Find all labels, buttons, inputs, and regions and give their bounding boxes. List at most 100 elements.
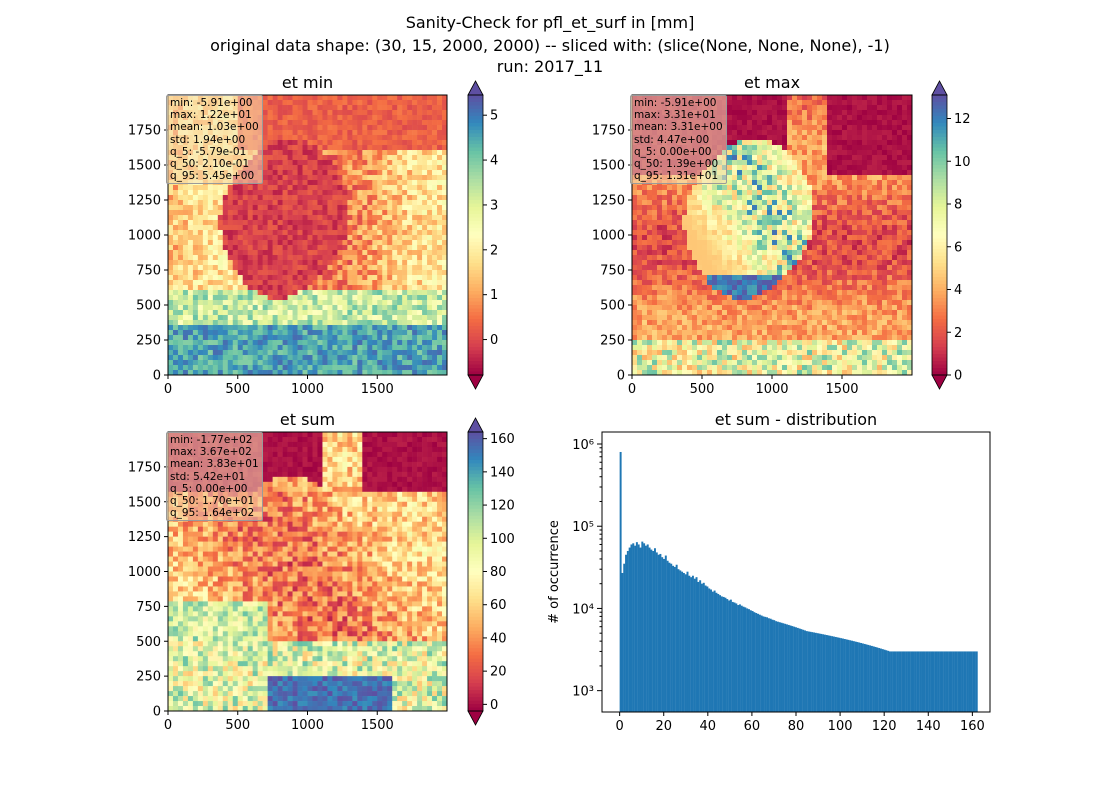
heatmap-cell xyxy=(172,350,179,356)
heatmap-cell xyxy=(782,335,788,341)
heatmap-cell xyxy=(252,315,258,321)
heatmap-cell xyxy=(732,175,738,181)
heatmap-cell xyxy=(202,345,209,351)
heatmap-cell xyxy=(387,290,393,296)
heatmap-cell xyxy=(367,205,373,211)
heatmap-cell xyxy=(697,210,703,216)
heatmap-cell xyxy=(767,220,773,226)
heatmap-cell xyxy=(297,350,303,356)
heatmap-cell xyxy=(762,295,768,301)
heatmap-cell xyxy=(722,360,728,366)
heatmap-cell xyxy=(442,170,448,176)
heatmap-cell xyxy=(677,265,683,271)
heatmap-cell xyxy=(712,330,718,336)
heatmap-cell xyxy=(367,220,373,226)
heatmap-cell xyxy=(442,340,448,346)
heatmap-cell xyxy=(682,190,688,196)
heatmap-cell xyxy=(317,325,323,331)
heatmap-cell xyxy=(437,125,443,131)
heatmap-cell xyxy=(337,105,343,111)
heatmap-cell xyxy=(317,195,323,201)
heatmap-cell xyxy=(287,235,293,241)
heatmap-cell xyxy=(442,270,448,276)
heatmap-cell xyxy=(312,145,318,151)
heatmap-cell xyxy=(742,125,748,131)
heatmap-cell xyxy=(442,100,448,106)
heatmap-cell xyxy=(177,250,184,256)
heatmap-cell xyxy=(172,305,179,311)
heatmap-cell xyxy=(422,95,428,101)
heatmap-cell xyxy=(312,205,318,211)
heatmap-cell xyxy=(377,265,383,271)
heatmap-cell xyxy=(422,330,428,336)
heatmap-cell xyxy=(412,345,418,351)
heatmap-cell xyxy=(397,190,403,196)
heatmap-cell xyxy=(762,275,768,281)
heatmap-cell xyxy=(267,100,273,106)
colorbar-segment xyxy=(468,238,483,243)
heatmap-cell xyxy=(297,95,303,101)
heatmap-cell xyxy=(767,295,773,301)
heatmap-cell xyxy=(777,125,783,131)
heatmap-cell xyxy=(227,300,234,306)
heatmap-cell xyxy=(262,130,268,136)
heatmap-cell xyxy=(752,125,758,131)
heatmap-cell xyxy=(377,180,383,186)
heatmap-cell xyxy=(722,195,728,201)
heatmap-cell xyxy=(397,370,403,376)
heatmap-cell xyxy=(722,270,728,276)
heatmap-cell xyxy=(182,220,189,226)
heatmap-cell xyxy=(257,325,263,331)
heatmap-cell xyxy=(752,190,758,196)
heatmap-cell xyxy=(217,340,224,346)
heatmap-cell xyxy=(757,235,763,241)
heatmap-cell xyxy=(772,250,778,256)
heatmap-cell xyxy=(302,255,308,261)
heatmap-cell xyxy=(282,330,288,336)
heatmap-cell xyxy=(352,290,358,296)
heatmap-cell xyxy=(192,295,199,301)
heatmap-cell xyxy=(697,190,703,196)
heatmap-cell xyxy=(382,230,388,236)
heatmap-cell xyxy=(432,155,438,161)
heatmap-cell xyxy=(697,345,703,351)
heatmap-cell xyxy=(757,285,763,291)
heatmap-cell xyxy=(327,350,333,356)
heatmap-cell xyxy=(357,240,363,246)
heatmap-cell xyxy=(277,345,283,351)
heatmap-cell xyxy=(357,355,363,361)
heatmap-cell xyxy=(362,130,368,136)
heatmap-cell xyxy=(417,340,423,346)
heatmap-cell xyxy=(747,370,753,376)
heatmap-cell xyxy=(427,195,433,201)
heatmap-cell xyxy=(337,160,343,166)
heatmap-cell xyxy=(742,165,748,171)
heatmap-cell xyxy=(337,315,343,321)
heatmap-cell xyxy=(227,265,234,271)
heatmap-cell xyxy=(222,360,229,366)
heatmap-cell xyxy=(177,230,184,236)
heatmap-cell xyxy=(282,190,288,196)
heatmap-cell xyxy=(367,175,373,181)
heatmap-cell xyxy=(672,370,678,376)
heatmap-cell xyxy=(662,320,668,326)
heatmap-cell xyxy=(322,190,328,196)
heatmap-cell xyxy=(337,120,343,126)
heatmap-cell xyxy=(372,140,378,146)
heatmap-cell xyxy=(407,205,413,211)
heatmap-cell xyxy=(342,180,348,186)
heatmap-cell xyxy=(732,295,738,301)
heatmap-cell xyxy=(312,130,318,136)
heatmap-cell xyxy=(342,310,348,316)
heatmap-cell xyxy=(672,325,678,331)
colorbar-segment xyxy=(468,224,483,229)
heatmap-cell xyxy=(217,320,224,326)
heatmap-cell xyxy=(667,215,673,221)
heatmap-cell xyxy=(737,95,743,101)
heatmap-cell xyxy=(407,130,413,136)
heatmap-cell xyxy=(697,320,703,326)
heatmap-cell xyxy=(322,275,328,281)
heatmap-cell xyxy=(697,285,703,291)
heatmap-cell xyxy=(337,250,343,256)
heatmap-cell xyxy=(697,200,703,206)
